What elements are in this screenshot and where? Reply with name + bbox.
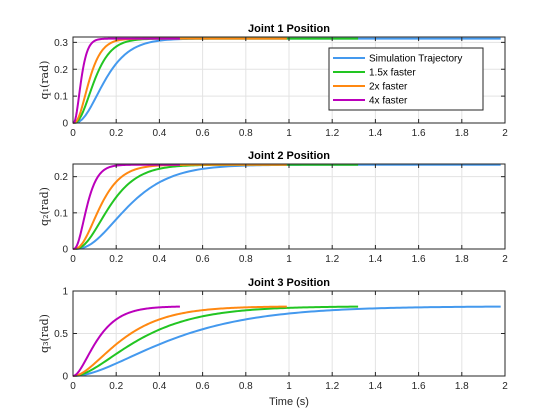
x-tick-label: 1.2 xyxy=(325,128,339,139)
series-line-4x-faster xyxy=(72,37,181,124)
y-tick-label: 0.1 xyxy=(54,92,68,103)
x-tick-label: 0 xyxy=(70,254,76,265)
x-tick-label: 0.6 xyxy=(196,128,210,139)
x-tick-label: 1.8 xyxy=(455,381,469,392)
series-line-1-5x-faster xyxy=(72,305,359,377)
legend-entry-label: 4x faster xyxy=(369,96,408,107)
legend-entry-label: Simulation Trajectory xyxy=(369,54,462,65)
y-tick-label: 0.2 xyxy=(54,172,68,183)
x-tick-label: 0.2 xyxy=(109,381,123,392)
x-tick-label: 1.2 xyxy=(325,381,339,392)
series-line-2x-faster xyxy=(72,305,287,377)
subplot-joint-1: 0 0.2 0.4 0.6 0.8 1 1.2 1.4 1.6 1.8 2 0 0.1 0.2 0.3 Joi… xyxy=(38,23,508,139)
x-tick-label: 2 xyxy=(502,128,508,139)
x-tick-label: 0.4 xyxy=(152,128,166,139)
x-tick-label: 0.2 xyxy=(109,128,123,139)
y-axis-label: q₃(rad) xyxy=(38,314,51,353)
y-tick-label: 0 xyxy=(62,245,68,256)
x-tick-label: 1.6 xyxy=(412,254,426,265)
y-axis-label: q₂(rad) xyxy=(38,187,51,226)
x-tick-label: 1 xyxy=(286,128,292,139)
subplot-title: Joint 3 Position xyxy=(248,277,330,289)
subplot-joint-2: 0 0.2 0.4 0.6 0.8 1 1.2 1.4 1.6 1.8 2 0 0.1 0.2 Joint … xyxy=(38,150,508,265)
legend-entry-label: 1.5x faster xyxy=(369,68,416,79)
x-tick-label: 1.6 xyxy=(412,381,426,392)
y-tick-label: 0 xyxy=(62,119,68,130)
x-tick-label: 1.4 xyxy=(368,254,382,265)
x-tick-label: 0.8 xyxy=(239,254,253,265)
subplot-title: Joint 2 Position xyxy=(248,150,330,162)
x-tick-label: 0.8 xyxy=(239,381,253,392)
series-line-simulation-trajectory xyxy=(72,305,501,377)
x-tick-label: 1.4 xyxy=(368,128,382,139)
y-tick-label: 0.5 xyxy=(54,329,68,340)
subplots-container: 0 0.2 0.4 0.6 0.8 1 1.2 1.4 1.6 1.8 2 0 0.1 0.2 0.3 Joi… xyxy=(38,23,508,392)
series-line-4x-faster xyxy=(72,163,181,250)
series-line-2x-faster xyxy=(72,163,287,250)
x-tick-label: 1 xyxy=(286,381,292,392)
x-tick-label: 0 xyxy=(70,381,76,392)
y-tick-label: 0.3 xyxy=(54,38,68,49)
x-tick-label: 0.4 xyxy=(152,254,166,265)
y-axis-label: q₁(rad) xyxy=(38,61,51,100)
x-tick-label: 0.8 xyxy=(239,128,253,139)
x-tick-label: 0 xyxy=(70,128,76,139)
y-tick-label: 0.2 xyxy=(54,65,68,76)
x-tick-label: 0.6 xyxy=(196,381,210,392)
x-tick-label: 1.6 xyxy=(412,128,426,139)
x-tick-label: 1 xyxy=(286,254,292,265)
y-tick-label: 0 xyxy=(62,372,68,383)
subplot-joint-3: 0 0.2 0.4 0.6 0.8 1 1.2 1.4 1.6 1.8 2 0 0.5 1 Joint 3 … xyxy=(38,277,508,392)
x-tick-label: 1.8 xyxy=(455,254,469,265)
x-tick-label: 2 xyxy=(502,381,508,392)
x-axis-label: Time (s) xyxy=(269,396,309,408)
x-tick-label: 0.2 xyxy=(109,254,123,265)
x-tick-label: 1.8 xyxy=(455,128,469,139)
x-tick-label: 0.6 xyxy=(196,254,210,265)
x-tick-label: 2 xyxy=(502,254,508,265)
y-tick-label: 1 xyxy=(62,287,68,298)
x-tick-label: 1.2 xyxy=(325,254,339,265)
y-tick-label: 0.1 xyxy=(54,208,68,219)
series-line-4x-faster xyxy=(72,305,181,377)
subplot-title: Joint 1 Position xyxy=(248,23,330,35)
legend-entry-label: 2x faster xyxy=(369,82,408,93)
legend: Simulation Trajectory 1.5x faster 2x faste… xyxy=(328,47,484,111)
x-tick-label: 0.4 xyxy=(152,381,166,392)
x-tick-label: 1.4 xyxy=(368,381,382,392)
